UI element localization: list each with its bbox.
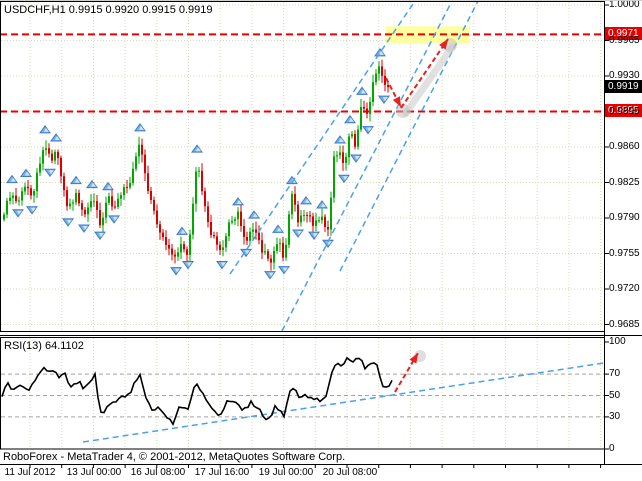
copyright-text: RoboForex - MetaTrader 4, © 2001-2012, M… — [3, 451, 346, 463]
price-tick-label: 0.9720 — [609, 283, 640, 294]
rsi-tick-label: 30 — [609, 410, 621, 422]
price-tick-label: 0.9755 — [609, 247, 640, 259]
rsi-tick-label: 100 — [609, 336, 626, 347]
price-tick-label: 0.9790 — [609, 212, 640, 223]
resistance-price-tag: 0.9971 — [605, 27, 642, 40]
time-tick-label: 17 Jul 16:00 — [194, 467, 250, 478]
symbol-title: USDCHF,H1 0.9915 0.9920 0.9915 0.9919 — [4, 4, 213, 16]
time-tick-label: 16 Jul 08:00 — [130, 467, 186, 478]
support-price-tag: 0.9895 — [605, 104, 642, 117]
price-tick-label: 0.9825 — [609, 176, 640, 188]
rsi-tick-label: 50 — [609, 389, 621, 401]
rsi-indicator-label: RSI(13) 64.1102 — [4, 340, 84, 352]
time-tick-label: 20 Jul 08:00 — [322, 467, 378, 478]
rsi-tick-label: 70 — [609, 368, 621, 380]
time-tick-label: 13 Jul 00:00 — [66, 467, 122, 478]
time-tick-label: 19 Jul 00:00 — [258, 467, 314, 478]
price-tick-label: 0.9930 — [609, 70, 640, 81]
price-tick-label: 0.9895 — [609, 105, 640, 117]
time-tick-label: 11 Jul 2012 — [4, 467, 56, 478]
rsi-tick-label: 0 — [609, 443, 615, 454]
price-tick-label: 0.9685 — [609, 318, 640, 330]
price-tick-label: 0.9965 — [609, 34, 640, 46]
price-tick-label: 1.0000 — [609, 0, 640, 10]
price-tick-label: 0.9860 — [609, 141, 640, 152]
current-price-tag: 0.9919 — [605, 80, 642, 93]
